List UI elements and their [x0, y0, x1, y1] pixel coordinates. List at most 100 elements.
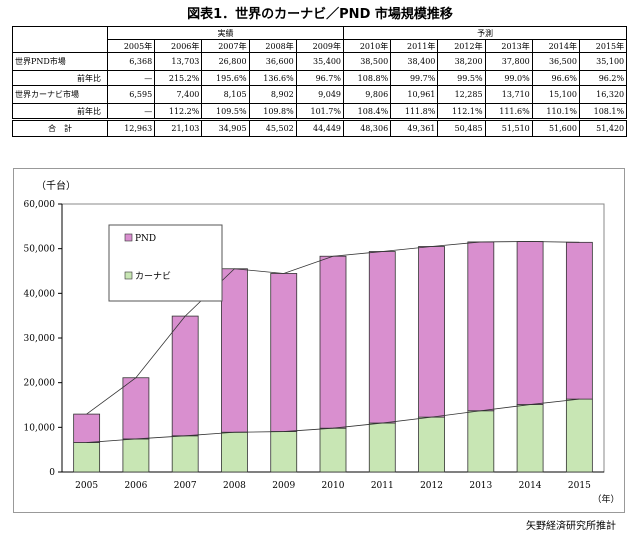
stacked-bar-chart: 0 10,000 20,000 30,000 40,000 50,000 60,000 （千台…	[24, 179, 620, 505]
table-cell: 13,710	[484, 85, 533, 104]
table-cell: 9,806	[342, 85, 392, 104]
table-cell: 101.7%	[295, 103, 345, 120]
bar-carnavi	[270, 431, 298, 473]
x-tick-label: 2012	[420, 481, 443, 491]
table-cell: 36,600	[248, 52, 297, 71]
x-unit-label: （年）	[592, 493, 619, 505]
table-cell: 8,105	[201, 85, 250, 104]
x-tick-label: 2015	[568, 481, 591, 491]
table-cell: —	[106, 103, 156, 120]
bar-carnavi	[319, 427, 347, 473]
legend-label: PND	[135, 234, 156, 244]
table-cell: 108.1%	[578, 103, 628, 120]
table-row: 前年比 —112.2% 109.5% 109.8% 101.7% 108.4% 111.8%…	[12, 103, 628, 120]
x-tick-label: 2014	[519, 481, 542, 491]
bar-pnd	[516, 241, 544, 405]
table-corner-cell	[12, 26, 108, 53]
table-cell: 49,361	[390, 118, 439, 137]
table-cell: 16,320	[578, 85, 628, 104]
table-row: 前年比 —215.2% 195.6% 136.6% 96.7% 108.8% 99.7% 99…	[12, 70, 628, 86]
chart-frame: 0 10,000 20,000 30,000 40,000 50,000 60,000 （千台…	[13, 168, 625, 513]
legend-swatch	[124, 271, 133, 280]
table-cell: 35,100	[578, 52, 628, 71]
bar-pnd	[565, 241, 593, 400]
year-header-cell: 2014年	[531, 39, 580, 53]
year-header-cell: 2009年	[295, 39, 345, 53]
bar-carnavi	[122, 438, 150, 473]
y-tick-label: 0	[49, 468, 55, 478]
carnavi-trend-line	[86, 398, 580, 443]
table-cell: 9,049	[295, 85, 345, 104]
year-header-cell: 2010年	[342, 39, 392, 53]
table-cell: 99.7%	[390, 70, 439, 86]
year-header-cell: 2012年	[437, 39, 486, 53]
table-cell: 38,500	[342, 52, 392, 71]
table-cell: 108.8%	[342, 70, 392, 86]
x-tick-label: 2007	[174, 481, 197, 491]
bar-carnavi	[73, 442, 101, 473]
y-tick-label: 40,000	[24, 289, 56, 299]
year-header-cell: 2007年	[201, 39, 250, 53]
table-cell: 38,400	[390, 52, 439, 71]
y-tick-label: 50,000	[24, 245, 56, 255]
table-row: 世界カーナビ市場 6,595 7,400 8,105 8,902 9,049 9,806 10…	[12, 85, 628, 104]
table-cell: 136.6%	[248, 70, 297, 86]
legend-swatch	[124, 233, 133, 242]
table-cell: 15,100	[531, 85, 580, 104]
table-cell: 51,600	[531, 118, 580, 137]
market-size-table: 実績 予測 2005年 2006年 2007年 2008年 2009年 2010年 2011年 2…	[12, 26, 628, 137]
bar-carnavi	[565, 398, 593, 473]
bar-carnavi	[418, 416, 445, 473]
table-cell: 6,368	[106, 52, 156, 71]
table-row: 世界PND市場 6,368 13,703 26,800 36,600 35,400 38,5…	[12, 52, 628, 71]
table-cell: 44,449	[295, 118, 345, 137]
x-tick-label: 2013	[469, 481, 492, 491]
table-cell: 37,800	[484, 52, 533, 71]
table-cell: 7,400	[154, 85, 203, 104]
table-cell: 112.2%	[154, 103, 203, 120]
bar-pnd	[122, 377, 150, 440]
table-cell: 48,306	[342, 118, 392, 137]
year-header-cell: 2008年	[248, 39, 297, 53]
bar-pnd	[418, 246, 445, 418]
x-tick-label: 2010	[322, 481, 345, 491]
x-tick-label: 2005	[75, 481, 98, 491]
table-cell: 6,595	[106, 85, 156, 104]
table-cell: 99.0%	[484, 70, 533, 86]
table-cell: 195.6%	[201, 70, 250, 86]
figure-title: 図表1．世界のカーナビ／PND 市場規模推移	[187, 7, 453, 22]
table-cell: 96.2%	[578, 70, 628, 86]
table-cell: 12,963	[106, 118, 156, 137]
table-cell: 38,200	[437, 52, 486, 71]
bar-pnd	[73, 413, 101, 443]
table-cell: 108.4%	[342, 103, 392, 120]
x-tick-label: 2006	[124, 481, 147, 491]
table-cell: 35,400	[295, 52, 345, 71]
table-row: 合 計 12,963 21,103 34,905 45,502 44,449 48,306 4…	[12, 118, 628, 137]
y-tick-label: 10,000	[24, 423, 56, 433]
y-unit-label: （千台）	[36, 179, 76, 192]
table-cell: 96.6%	[531, 70, 580, 86]
bar-carnavi	[171, 435, 199, 473]
year-header-cell: 2011年	[390, 39, 439, 53]
bar-pnd	[368, 251, 396, 424]
table-cell: 112.1%	[437, 103, 486, 120]
year-header-cell: 2013年	[484, 39, 533, 53]
table-cell: —	[106, 70, 156, 86]
bar-carnavi	[368, 422, 396, 473]
year-header-cell: 2005年	[106, 39, 156, 53]
row-label: 前年比	[12, 70, 108, 86]
year-header-cell: 2015年	[578, 39, 628, 53]
table-cell: 51,510	[484, 118, 533, 137]
table-cell: 8,902	[248, 85, 297, 104]
row-label: 世界カーナビ市場	[12, 85, 108, 104]
group-header-forecast: 予測	[342, 26, 628, 40]
bar-pnd	[221, 268, 248, 433]
y-tick-label: 20,000	[24, 379, 56, 389]
y-tick-label: 60,000	[24, 200, 56, 210]
table-cell: 111.8%	[390, 103, 439, 120]
table-cell: 215.2%	[154, 70, 203, 86]
table-cell: 110.1%	[531, 103, 580, 120]
table-cell: 51,420	[578, 118, 628, 137]
table-cell: 45,502	[248, 118, 297, 137]
